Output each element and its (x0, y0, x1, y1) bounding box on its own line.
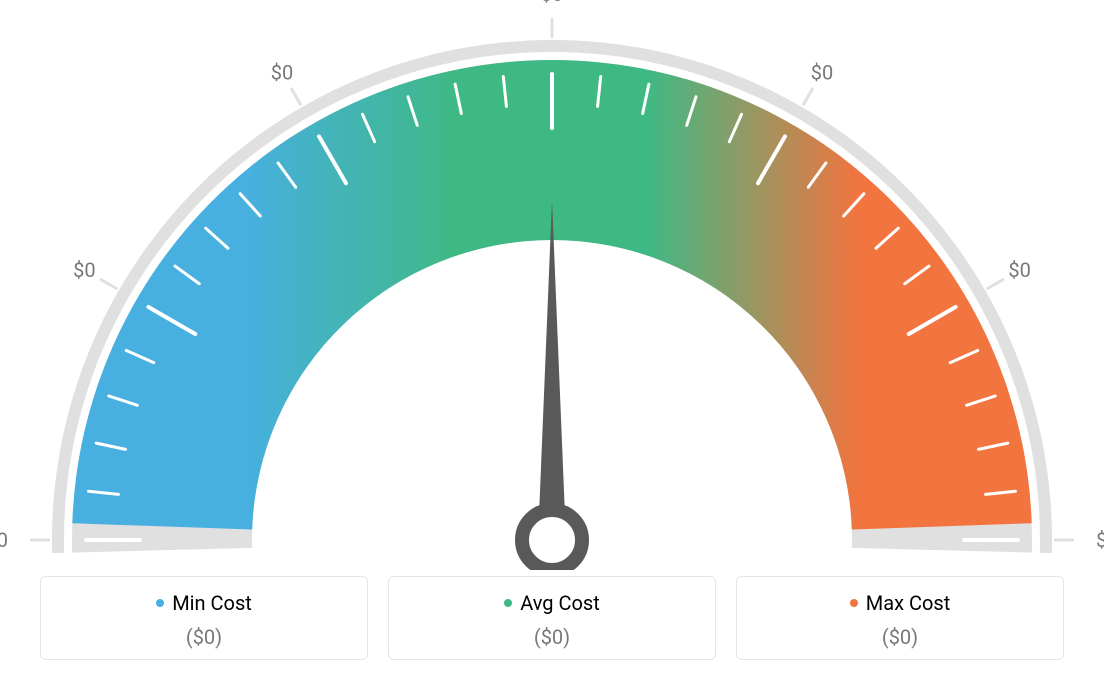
legend-label-max: Max Cost (866, 591, 951, 615)
legend-dot-min (156, 599, 164, 607)
legend-card-max: Max Cost ($0) (736, 576, 1064, 660)
gauge-svg: $0 $0 $0 $0 $0 $0 $0 (0, 0, 1104, 570)
svg-text:$0: $0 (73, 258, 95, 282)
legend-card-min: Min Cost ($0) (40, 576, 368, 660)
legend-dot-avg (504, 599, 512, 607)
svg-text:$0: $0 (1008, 258, 1030, 282)
legend-title-avg: Avg Cost (504, 591, 600, 615)
legend-title-max: Max Cost (850, 591, 951, 615)
svg-text:$0: $0 (811, 60, 833, 84)
svg-text:$0: $0 (0, 528, 8, 552)
legend-value-min: ($0) (51, 625, 357, 649)
legend-row: Min Cost ($0) Avg Cost ($0) Max Cost ($0… (40, 570, 1064, 660)
legend-value-max: ($0) (747, 625, 1053, 649)
legend-value-avg: ($0) (399, 625, 705, 649)
legend-label-min: Min Cost (172, 591, 252, 615)
gauge-chart: $0 $0 $0 $0 $0 $0 $0 (0, 0, 1104, 570)
legend-title-min: Min Cost (156, 591, 252, 615)
legend-label-avg: Avg Cost (520, 591, 600, 615)
svg-text:$0: $0 (271, 60, 293, 84)
svg-text:$0: $0 (541, 0, 563, 6)
svg-text:$0: $0 (1096, 528, 1104, 552)
legend-card-avg: Avg Cost ($0) (388, 576, 716, 660)
legend-dot-max (850, 599, 858, 607)
